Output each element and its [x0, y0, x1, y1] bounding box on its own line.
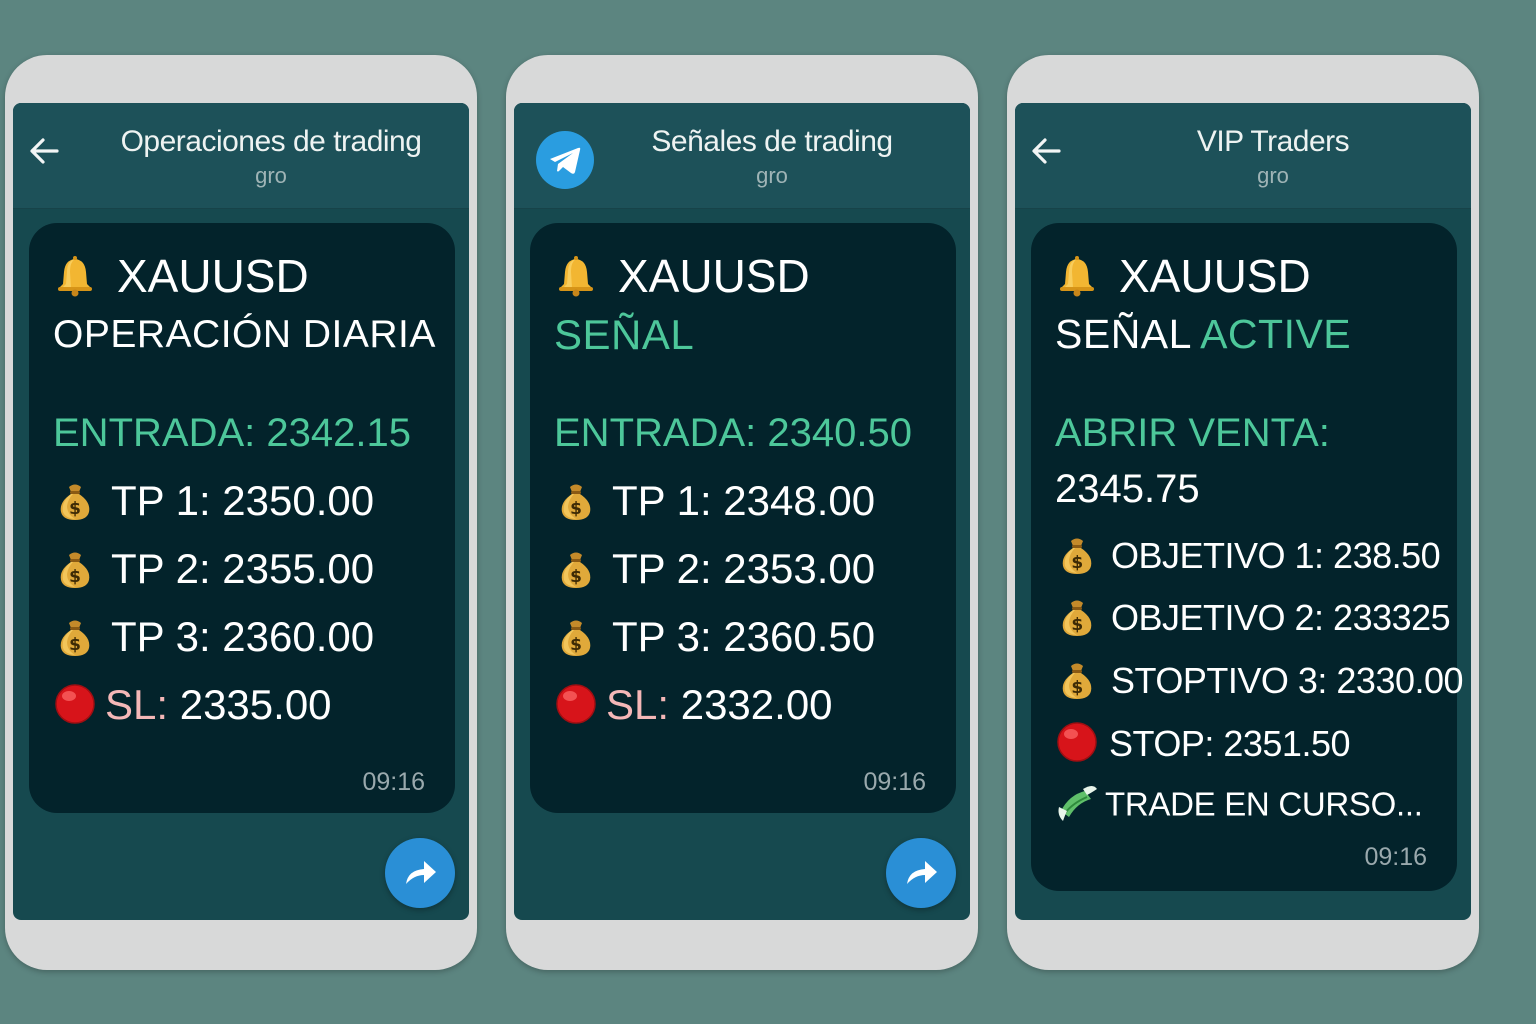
red-circle-icon [1055, 720, 1099, 764]
sl-value: 2335.00 [168, 681, 332, 728]
message-bubble[interactable]: XAUUSD OPERACIÓN DIARIA ENTRADA: 2342.15… [29, 223, 455, 813]
message-time: 09:16 [863, 768, 926, 796]
chat-header: Operaciones de trading gro [13, 103, 469, 209]
bell-icon [1055, 254, 1099, 298]
message-bubble[interactable]: XAUUSD SEÑAL ACTIVE ABRIR VENTA: 2345.75… [1031, 223, 1464, 891]
chat-screen: Señales de trading gro XAUUSD SEÑAL ENTR… [514, 103, 970, 920]
chat-header: Señales de trading gro [514, 103, 970, 209]
forward-icon [907, 861, 937, 884]
tp2-text: TP 2: 2355.00 [111, 545, 375, 592]
tp3-text: TP 3: 2360.50 [612, 613, 876, 660]
chat-subtitle: gro [255, 163, 287, 188]
money-bag-icon [1055, 657, 1099, 701]
heading-status: ACTIVE [1200, 311, 1352, 357]
symbol-text: XAUUSD [618, 250, 810, 302]
message-time: 09:16 [1364, 843, 1427, 871]
entry-text: ENTRADA: 2340.50 [554, 411, 912, 455]
tp1-line: TP 1: 2350.00 [53, 477, 455, 526]
money-bag-icon [53, 478, 97, 522]
money-bag-icon [554, 614, 598, 658]
forward-icon [406, 861, 436, 884]
money-bag-icon [1055, 594, 1099, 638]
obj3-line: STOPTIVO 3: 2330.00 [1055, 657, 1464, 705]
chat-title: Operaciones de trading [120, 125, 422, 158]
message-time: 09:16 [362, 768, 425, 796]
open-label: ABRIR VENTA: [1055, 411, 1330, 455]
bell-icon [554, 254, 598, 298]
symbol-text: XAUUSD [1119, 250, 1311, 302]
message-bubble[interactable]: XAUUSD SEÑAL ENTRADA: 2340.50 TP 1: 2348… [530, 223, 956, 813]
obj1-line: OBJETIVO 1: 238.50 [1055, 535, 1457, 580]
stop-text: STOP: 2351.50 [1109, 723, 1351, 764]
stop-line: STOP: 2351.50 [1055, 723, 1457, 768]
sl-label: SL: [105, 681, 169, 728]
phone-frame-3: VIP Traders gro XAUUSD SEÑAL ACTIVE ABRI… [1007, 55, 1479, 970]
tp1-text: TP 1: 2350.00 [111, 477, 375, 524]
open-value: 2345.75 [1055, 467, 1200, 511]
red-circle-icon [554, 682, 598, 726]
sl-line: SL: 2335.00 [53, 681, 455, 730]
tp3-text: TP 3: 2360.00 [111, 613, 375, 660]
status-text: TRADE EN CURSO... [1105, 785, 1423, 823]
symbol-line: XAUUSD [1055, 249, 1457, 303]
obj2-line: OBJETIVO 2: 233325 [1055, 597, 1457, 642]
heading-text: SEÑAL [554, 311, 695, 358]
forward-button[interactable] [385, 838, 455, 908]
chat-screen: VIP Traders gro XAUUSD SEÑAL ACTIVE ABRI… [1015, 103, 1471, 920]
tp2-text: TP 2: 2353.00 [612, 545, 876, 592]
tp3-line: TP 3: 2360.50 [554, 613, 956, 662]
phone-frame-1: Operaciones de trading gro XAUUSD OPERAC… [5, 55, 477, 970]
heading-text: SEÑAL [1055, 311, 1201, 357]
symbol-text: XAUUSD [117, 250, 309, 302]
sl-line: SL: 2332.00 [554, 681, 956, 730]
money-bag-icon [53, 546, 97, 590]
money-bag-icon [554, 478, 598, 522]
back-arrow-icon[interactable] [1029, 133, 1065, 169]
chat-subtitle: gro [1257, 163, 1289, 188]
back-arrow-icon[interactable] [27, 133, 63, 169]
tp2-line: TP 2: 2355.00 [53, 545, 455, 594]
chat-subtitle: gro [756, 163, 788, 188]
sl-value: 2332.00 [669, 681, 833, 728]
red-circle-icon [53, 682, 97, 726]
bell-icon [53, 254, 97, 298]
telegram-icon[interactable] [536, 131, 594, 189]
money-bag-icon [1055, 532, 1099, 576]
tp1-line: TP 1: 2348.00 [554, 477, 956, 526]
tp2-line: TP 2: 2353.00 [554, 545, 956, 594]
money-with-wings-icon [1055, 781, 1099, 825]
obj2-text: OBJETIVO 2: 233325 [1111, 597, 1451, 638]
chat-screen: Operaciones de trading gro XAUUSD OPERAC… [13, 103, 469, 920]
chat-header: VIP Traders gro [1015, 103, 1471, 209]
heading-text: OPERACIÓN DIARIA [53, 313, 436, 356]
tp1-text: TP 1: 2348.00 [612, 477, 876, 524]
money-bag-icon [53, 614, 97, 658]
sl-label: SL: [606, 681, 670, 728]
heading-line: SEÑAL ACTIVE [1055, 311, 1457, 358]
chat-title: VIP Traders [1196, 125, 1350, 158]
obj1-text: OBJETIVO 1: 238.50 [1111, 535, 1441, 576]
tp3-line: TP 3: 2360.00 [53, 613, 455, 662]
money-bag-icon [554, 546, 598, 590]
symbol-line: XAUUSD [554, 249, 956, 303]
symbol-line: XAUUSD [53, 249, 455, 303]
chat-title: Señales de trading [651, 125, 893, 158]
obj3-text: STOPTIVO 3: 2330.00 [1111, 660, 1464, 701]
status-line: TRADE EN CURSO... [1055, 785, 1457, 829]
phone-frame-2: Señales de trading gro XAUUSD SEÑAL ENTR… [506, 55, 978, 970]
entry-text: ENTRADA: 2342.15 [53, 411, 411, 455]
forward-button[interactable] [886, 838, 956, 908]
